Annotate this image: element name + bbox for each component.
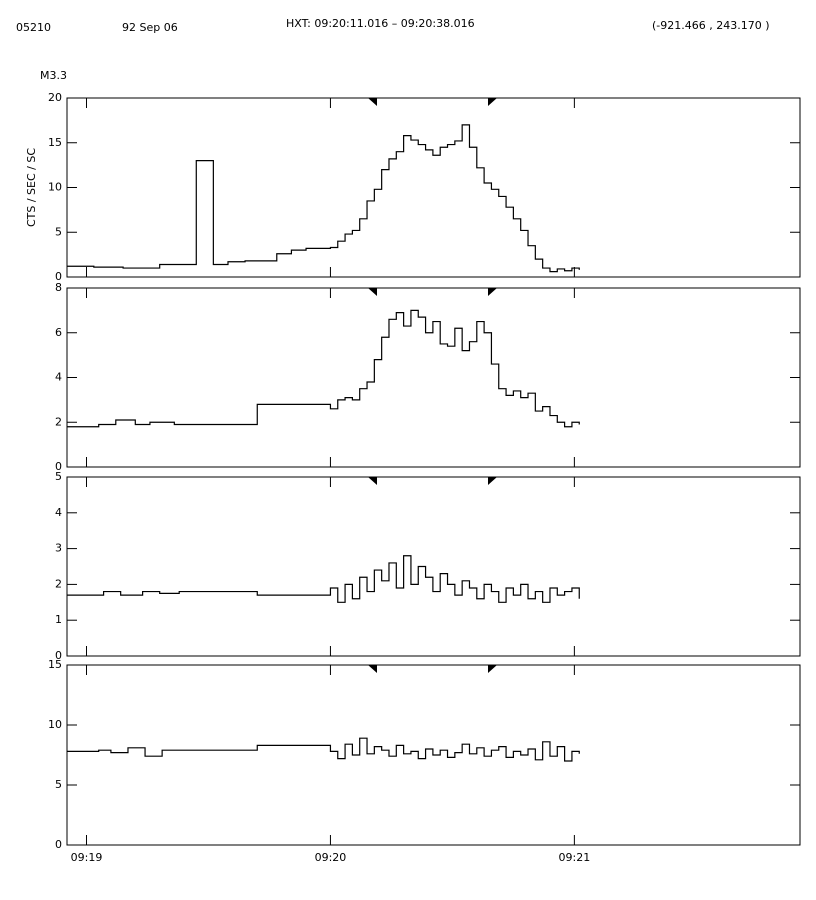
y-tick-label: 8	[55, 281, 62, 294]
x-tick-label: 09:20	[315, 851, 347, 864]
step-line	[67, 309, 580, 428]
x-tick-label: 09:19	[71, 851, 103, 864]
interval-marker	[368, 477, 377, 485]
y-tick-label: 5	[55, 470, 62, 483]
y-tick-label: 0	[55, 270, 62, 283]
interval-marker	[368, 98, 377, 106]
y-tick-label: 4	[55, 371, 62, 384]
interval-marker	[368, 288, 377, 296]
y-tick-label: 6	[55, 326, 62, 339]
y-tick-label: 20	[48, 91, 62, 104]
obs-id: 05210	[16, 21, 51, 34]
y-tick-label: 2	[55, 415, 62, 428]
y-tick-label: 15	[48, 658, 62, 671]
y-tick-label: 15	[48, 136, 62, 149]
y-axis-label: CTS / SEC / SC	[25, 148, 38, 227]
y-tick-label: 4	[55, 506, 62, 519]
y-tick-label: 0	[55, 460, 62, 473]
interval-marker	[488, 98, 497, 106]
flare-class: M3.3	[40, 69, 67, 82]
hxt-interval: HXT: 09:20:11.016 – 09:20:38.016	[286, 17, 475, 30]
step-line	[67, 737, 580, 762]
plot-frame	[66, 287, 801, 468]
obs-date: 92 Sep 06	[122, 21, 178, 34]
y-tick-label: 10	[48, 718, 62, 731]
y-tick-label: 10	[48, 181, 62, 194]
plot-frame	[66, 664, 801, 846]
interval-marker	[488, 665, 497, 673]
x-tick-label: 09:21	[559, 851, 591, 864]
y-tick-label: 5	[55, 778, 62, 791]
step-line	[67, 555, 580, 603]
interval-marker	[488, 288, 497, 296]
plot-frame	[66, 97, 801, 278]
y-tick-label: 0	[55, 838, 62, 851]
position: (-921.466 , 243.170 )	[652, 19, 770, 32]
y-tick-label: 5	[55, 225, 62, 238]
y-tick-label: 0	[55, 649, 62, 662]
step-line	[67, 124, 580, 273]
plot-frame	[66, 476, 801, 657]
y-tick-label: 1	[55, 613, 62, 626]
interval-marker	[488, 477, 497, 485]
y-tick-label: 2	[55, 577, 62, 590]
y-tick-label: 3	[55, 542, 62, 555]
interval-marker	[368, 665, 377, 673]
